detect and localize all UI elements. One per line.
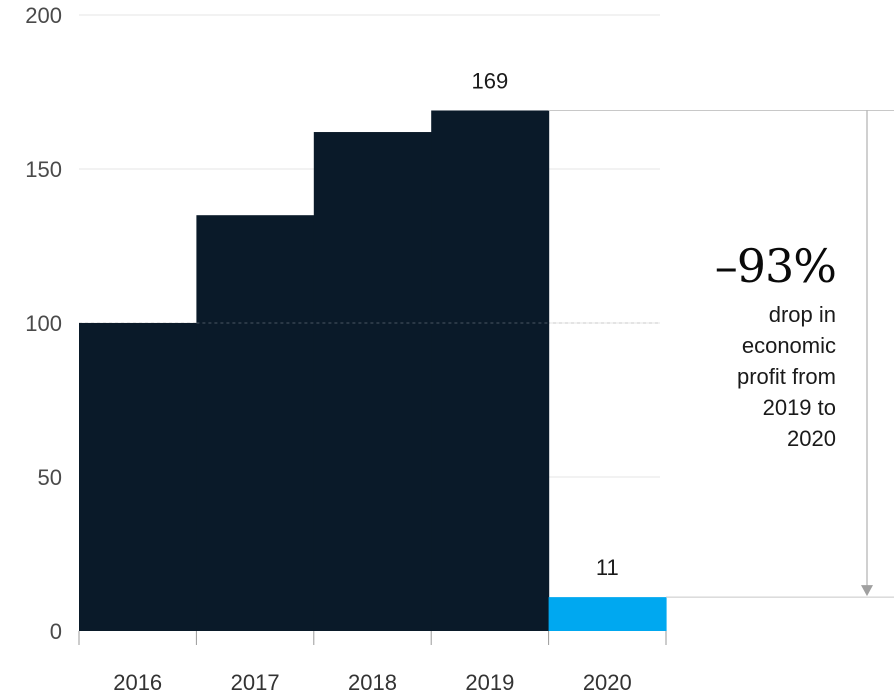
annotation-line: drop in <box>769 302 836 327</box>
y-tick-label: 50 <box>38 465 62 490</box>
bar-2018 <box>313 132 432 632</box>
x-tick-label: 2017 <box>231 670 280 695</box>
y-tick-label: 150 <box>25 157 62 182</box>
bar-2016 <box>79 323 197 631</box>
annotation-line: profit from <box>737 364 836 389</box>
y-tick-label: 0 <box>50 619 62 644</box>
x-axis: 2016 2017 2018 2019 2020 <box>78 631 667 695</box>
data-label-2019: 169 <box>472 68 509 93</box>
annotation-arrowhead <box>861 585 873 597</box>
y-tick-label: 200 <box>25 3 62 28</box>
bar-2017 <box>196 215 315 631</box>
annotation-line: 2019 to <box>763 395 836 420</box>
data-label-2020: 11 <box>596 555 619 580</box>
y-tick-label: 100 <box>25 311 62 336</box>
annotation-line: 2020 <box>787 426 836 451</box>
bar-2019 <box>431 110 550 632</box>
drop-annotation: –93% drop in economic profit from 2019 to 20… <box>548 109 894 598</box>
annotation-line: economic <box>742 333 836 358</box>
x-tick-label: 2020 <box>583 670 632 695</box>
y-axis: 0 50 100 150 200 <box>25 3 62 644</box>
x-tick-label: 2019 <box>465 670 514 695</box>
bar-2020 <box>548 597 667 631</box>
data-labels: 169 11 <box>472 68 619 580</box>
annotation-headline: –93% <box>715 239 836 293</box>
annotation-text: drop in economic profit from 2019 to 2020 <box>737 302 836 451</box>
x-tick-label: 2016 <box>113 670 162 695</box>
bars <box>79 110 667 632</box>
x-tick-label: 2018 <box>348 670 397 695</box>
